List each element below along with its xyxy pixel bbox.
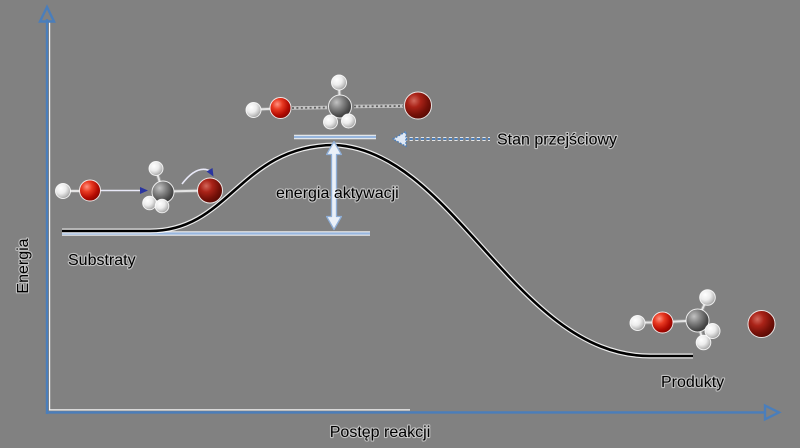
hydrogen-atom [331,74,347,91]
curved-arrowhead-icon [206,168,214,177]
oxygen-atom [269,97,292,119]
substrates-molecules [55,161,223,214]
partial-bond [353,104,404,109]
partial-bond [291,105,328,110]
hydrogen-atom [695,334,712,351]
energy-curve [62,142,693,359]
carbon-atom [685,308,710,333]
substrates-label: Substraty [68,252,136,269]
hydrogen-atom [323,114,338,130]
hydrogen-atom [704,323,721,339]
bromine-atom [404,91,432,120]
hydrogen-atom [148,161,164,176]
transition-state-label: Stan przejściowy [497,132,617,149]
oxygen-atom [651,311,674,334]
bromine-atom [197,177,223,204]
hydrogen-atom [341,113,356,129]
x-axis-arrowhead-icon [763,403,782,422]
hydrogen-atom [154,198,170,214]
bromide-ion [747,310,776,338]
products-label: Produkty [661,374,724,391]
x-axis-label: Postęp reakcji [330,424,431,441]
attack-arrowhead-icon [140,187,148,194]
y-axis-label: Energia [15,238,32,293]
x-axis: Postęp reakcji [46,403,782,442]
activation-energy-arrow [325,140,343,231]
hydrogen-atom [699,289,716,306]
hydrogen-atom [55,183,71,199]
carbon-atom [328,94,352,119]
transition-state-molecule [245,74,432,130]
y-axis: Energia [14,4,56,414]
oxygen-atom [79,179,101,202]
hydrogen-atom [629,315,646,331]
y-axis-arrowhead-icon [38,4,56,23]
transition-state-arrow [392,130,490,148]
hydrogen-atom [142,195,157,211]
activation-energy-label: energia aktywacji [276,185,399,202]
hydrogen-atom [245,102,262,118]
products-molecules [629,289,776,351]
